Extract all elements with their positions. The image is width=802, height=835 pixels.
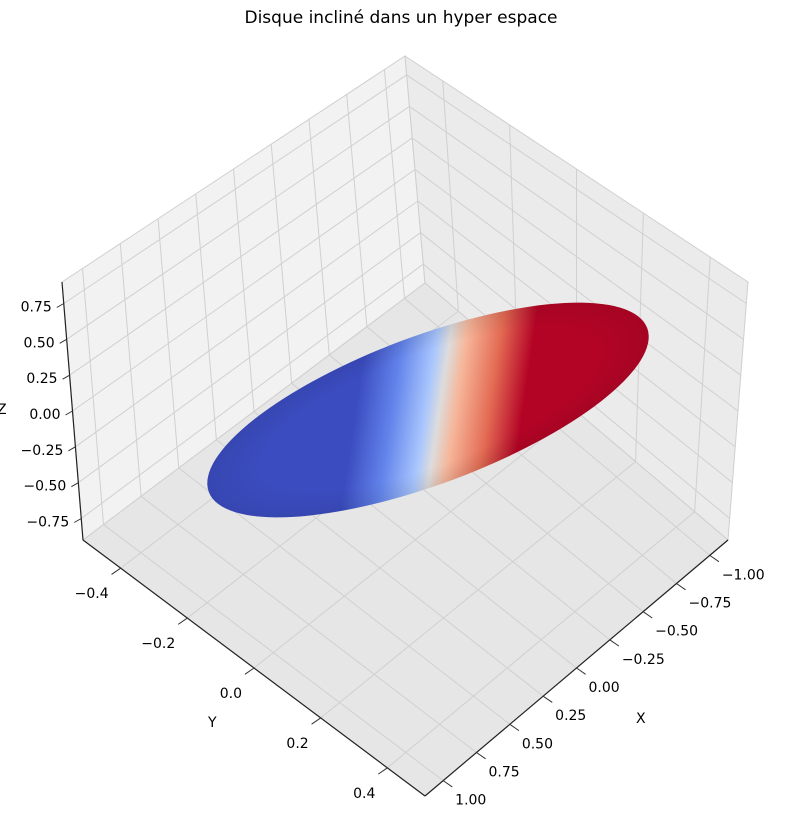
y-tick [377, 767, 388, 775]
z-tick [59, 338, 67, 344]
z-grid-line [80, 263, 424, 519]
z-grid-line [409, 106, 744, 340]
y-tick [177, 617, 188, 625]
z-grid-line [63, 74, 407, 304]
z-tick [62, 374, 70, 380]
z-tick-label: 0.75 [21, 300, 52, 316]
z-tick [68, 446, 76, 452]
z-tick [65, 410, 73, 416]
z-tick-label: 0.00 [29, 407, 60, 423]
tick-marks [56, 303, 720, 788]
y-tick-label: 0.4 [353, 786, 375, 802]
z-axis-label: Z [0, 402, 7, 418]
y-grid-line [253, 411, 577, 669]
z-tick [56, 303, 64, 308]
x-tick [676, 583, 686, 591]
y-tick-label: −0.2 [141, 636, 175, 652]
x-tick [542, 695, 553, 703]
z-grid-line [75, 200, 419, 448]
x-tick [709, 554, 720, 563]
z-tick-label: −0.50 [23, 479, 66, 495]
y-tick-label: 0.2 [286, 736, 308, 752]
x-tick-label: −0.75 [688, 596, 731, 612]
x-tick-label: −1.00 [722, 567, 765, 583]
x-tick-label: 0.25 [555, 708, 586, 724]
x-tick [642, 611, 653, 619]
y-tick [244, 667, 255, 675]
disk-surface [207, 302, 649, 518]
chart-title: Disque incliné dans un hyper espace [244, 8, 558, 28]
z-grid-line [78, 232, 421, 484]
z-tick-label: 0.50 [23, 335, 54, 351]
x-tick [609, 639, 620, 647]
z-tick-label: −0.75 [26, 515, 69, 531]
y-grid-line [387, 511, 695, 769]
z-grid-line [66, 106, 410, 340]
z-tick [71, 482, 79, 488]
x-tick [476, 752, 486, 760]
x-tick-label: 0.75 [489, 764, 520, 780]
y-grid-line [320, 461, 636, 719]
y-tick-label: 0.0 [220, 686, 242, 702]
z-grid-line [406, 74, 747, 304]
y-tick [311, 717, 321, 725]
x-tick [509, 723, 520, 732]
x-tick [442, 780, 453, 788]
x-tick-label: 1.00 [455, 793, 486, 809]
y-axis-label: Y [207, 715, 217, 731]
x-axis-label: X [636, 711, 646, 727]
z-grid-line [411, 137, 742, 376]
z-grid-line [414, 169, 739, 412]
z-tick [74, 518, 82, 523]
z-grid-line [69, 137, 413, 376]
z-tick-label: 0.25 [26, 371, 57, 387]
z-tick-label: −0.25 [21, 443, 64, 459]
x-tick-label: −0.25 [622, 652, 665, 668]
x-tick-label: 0.50 [522, 736, 553, 752]
x-tick-label: 0.00 [589, 680, 620, 696]
y-tick-label: −0.4 [75, 586, 109, 602]
z-grid-line [72, 169, 416, 412]
y-tick [111, 567, 121, 575]
x-tick [576, 667, 586, 675]
x-tick-label: −0.50 [655, 624, 698, 640]
